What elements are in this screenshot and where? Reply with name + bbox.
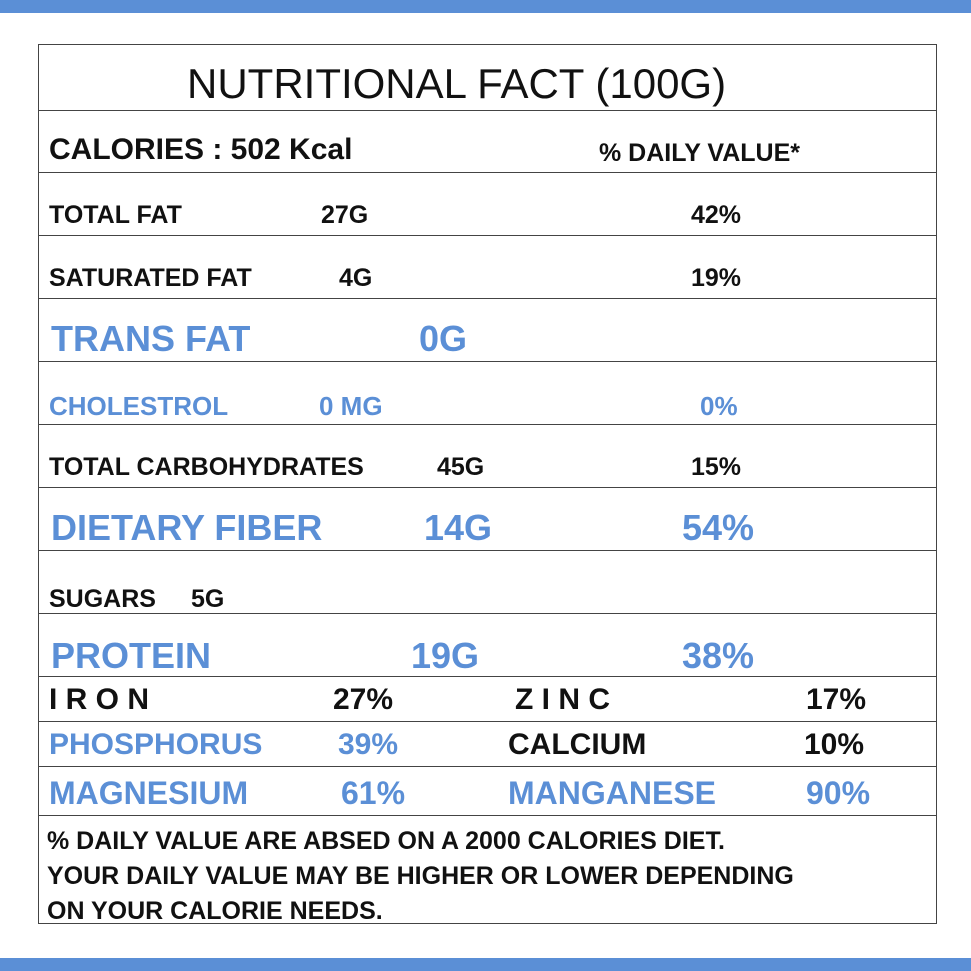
footnote-line: % DAILY VALUE ARE ABSED ON A 2000 CALORI… [47, 827, 725, 855]
total-carbohydrates-row: TOTAL CARBOHYDRATES 45G 15% [39, 425, 936, 488]
mineral-name: MANGANESE [508, 775, 717, 811]
sugars-row: SUGARS 5G [39, 551, 936, 614]
nutrient-amount: 4G [339, 264, 373, 292]
nutrient-name: CHOLESTROL [49, 391, 229, 421]
footnote: % DAILY VALUE ARE ABSED ON A 2000 CALORI… [39, 816, 936, 925]
dietary-fiber-row: DIETARY FIBER 14G 54% [39, 488, 936, 551]
mineral-daily-value: 17% [806, 683, 867, 716]
mineral-name: Z I N C [515, 683, 610, 716]
footnote-text: % DAILY VALUE ARE ABSED ON A 2000 CALORI… [47, 824, 794, 929]
mineral-daily-value: 61% [341, 775, 406, 811]
top-accent-bar [0, 0, 971, 13]
title-row: NUTRITIONAL FACT (100G) [39, 45, 936, 111]
saturated-fat-row: SATURATED FAT 4G 19% [39, 236, 936, 299]
phosphorus-calcium-row: PHOSPHORUS 39% CALCIUM 10% [39, 722, 936, 767]
nutrient-daily-value: 15% [691, 453, 742, 481]
nutrient-name: TOTAL CARBOHYDRATES [49, 453, 364, 481]
nutrient-name: SUGARS [49, 585, 156, 613]
nutrient-daily-value: 54% [682, 507, 755, 548]
trans-fat-row: TRANS FAT 0G [39, 299, 936, 362]
magnesium-manganese-row: MAGNESIUM 61% MANGANESE 90% [39, 767, 936, 816]
mineral-daily-value: 39% [338, 728, 399, 761]
nutrient-amount: 14G [424, 507, 493, 548]
nutrient-amount: 5G [191, 585, 225, 613]
nutrient-amount: 0G [419, 318, 468, 359]
mineral-name: MAGNESIUM [49, 775, 249, 811]
page-title: NUTRITIONAL FACT (100G) [187, 60, 727, 107]
nutrient-amount: 0 MG [319, 391, 383, 421]
nutrient-amount: 19G [411, 635, 480, 676]
mineral-name: CALCIUM [508, 728, 647, 761]
nutrient-name: PROTEIN [51, 635, 212, 676]
nutrient-name: SATURATED FAT [49, 264, 252, 292]
mineral-daily-value: 27% [333, 683, 394, 716]
mineral-name: I R O N [49, 683, 150, 716]
nutrient-daily-value: 42% [691, 201, 742, 229]
cholesterol-row: CHOLESTROL 0 MG 0% [39, 362, 936, 425]
calories-row: CALORIES : 502 Kcal % DAILY VALUE* [39, 111, 936, 173]
nutrient-amount: 45G [437, 453, 485, 481]
mineral-name: PHOSPHORUS [49, 728, 263, 761]
bottom-accent-bar [0, 958, 971, 971]
total-fat-row: TOTAL FAT 27G 42% [39, 173, 936, 236]
nutrient-name: DIETARY FIBER [51, 507, 323, 548]
footnote-line: ON YOUR CALORIE NEEDS. [47, 897, 383, 925]
mineral-daily-value: 10% [804, 728, 865, 761]
iron-zinc-row: I R O N 27% Z I N C 17% [39, 677, 936, 722]
nutrient-daily-value: 0% [700, 391, 738, 421]
nutrient-daily-value: 19% [691, 264, 742, 292]
footnote-line: YOUR DAILY VALUE MAY BE HIGHER OR LOWER … [47, 862, 794, 890]
protein-row: PROTEIN 19G 38% [39, 614, 936, 677]
nutrient-daily-value: 38% [682, 635, 755, 676]
calories-label: CALORIES : 502 Kcal [49, 133, 353, 166]
mineral-daily-value: 90% [806, 775, 871, 811]
nutrient-amount: 27G [321, 201, 369, 229]
nutrient-name: TOTAL FAT [49, 201, 182, 229]
nutrition-facts-table: NUTRITIONAL FACT (100G) CALORIES : 502 K… [38, 44, 937, 925]
daily-value-header: % DAILY VALUE* [599, 139, 800, 167]
nutrient-name: TRANS FAT [51, 318, 251, 359]
